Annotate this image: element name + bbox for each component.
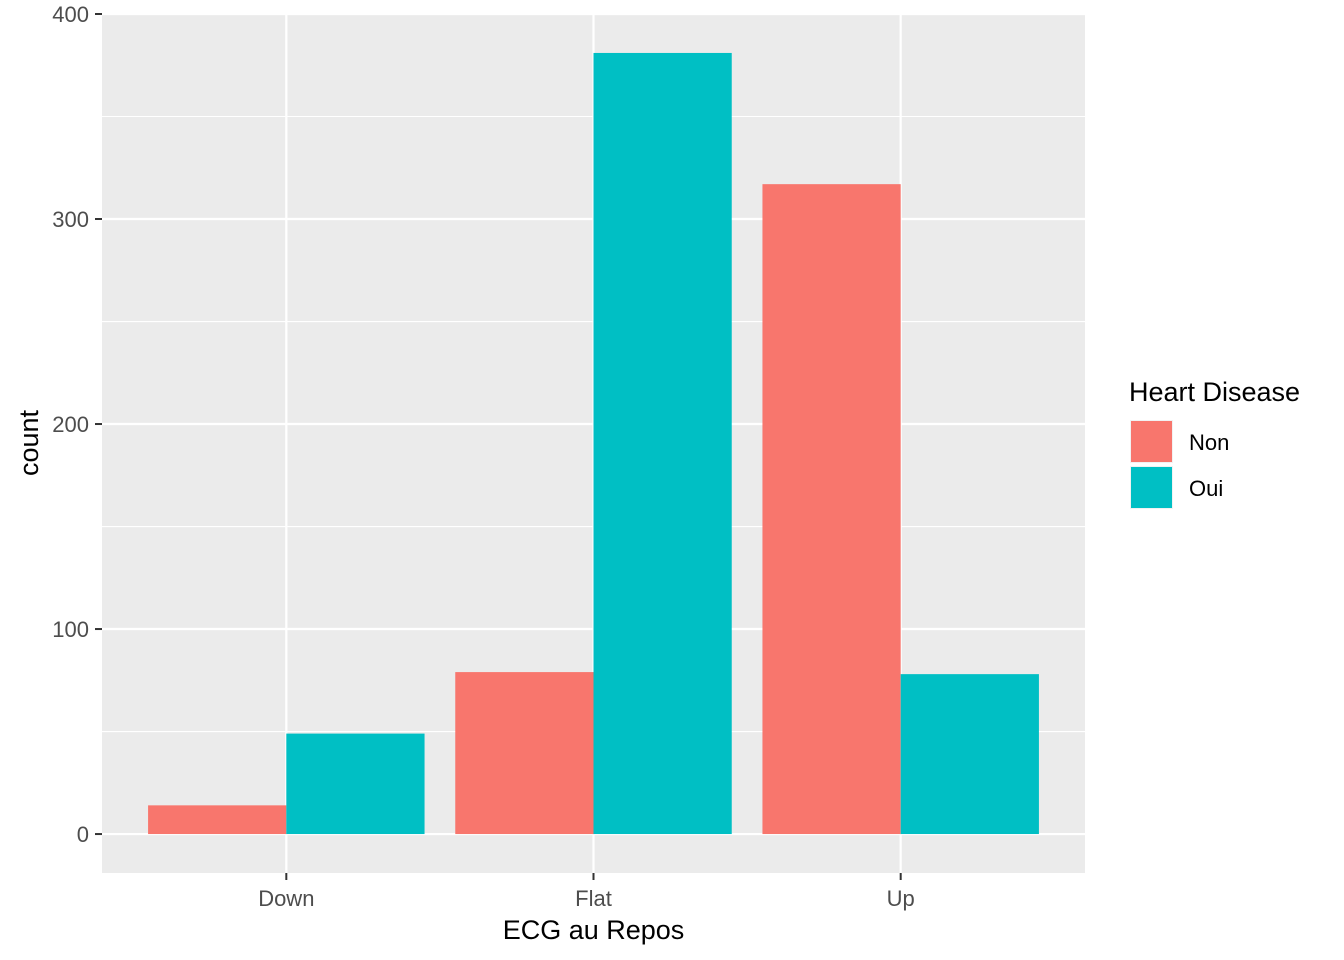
y-tick-label: 200 — [52, 412, 89, 437]
bar-non-down — [148, 805, 287, 835]
x-axis: Down Flat Up — [258, 873, 915, 911]
y-axis: 0 100 200 300 400 — [52, 2, 102, 847]
legend-key-non — [1131, 421, 1172, 462]
bar-non-flat — [455, 672, 594, 835]
x-tick-label: Up — [887, 886, 915, 911]
bars — [148, 52, 1039, 835]
y-tick-label: 0 — [77, 822, 89, 847]
x-tick-label: Down — [258, 886, 314, 911]
legend-title: Heart Disease — [1129, 377, 1300, 407]
y-tick-label: 300 — [52, 207, 89, 232]
y-tick-label: 100 — [52, 617, 89, 642]
bar-non-up — [762, 184, 901, 835]
legend-key-oui — [1131, 467, 1172, 508]
bar-oui-flat — [593, 52, 732, 835]
legend: Heart Disease Non Oui — [1129, 377, 1300, 509]
bar-oui-up — [900, 674, 1039, 835]
y-axis-title: count — [14, 409, 44, 476]
y-tick-label: 400 — [52, 2, 89, 27]
x-axis-title: ECG au Repos — [503, 915, 685, 945]
legend-label-non: Non — [1189, 430, 1229, 455]
bar-oui-down — [286, 733, 425, 835]
legend-label-oui: Oui — [1189, 476, 1223, 501]
x-tick-label: Flat — [575, 886, 612, 911]
